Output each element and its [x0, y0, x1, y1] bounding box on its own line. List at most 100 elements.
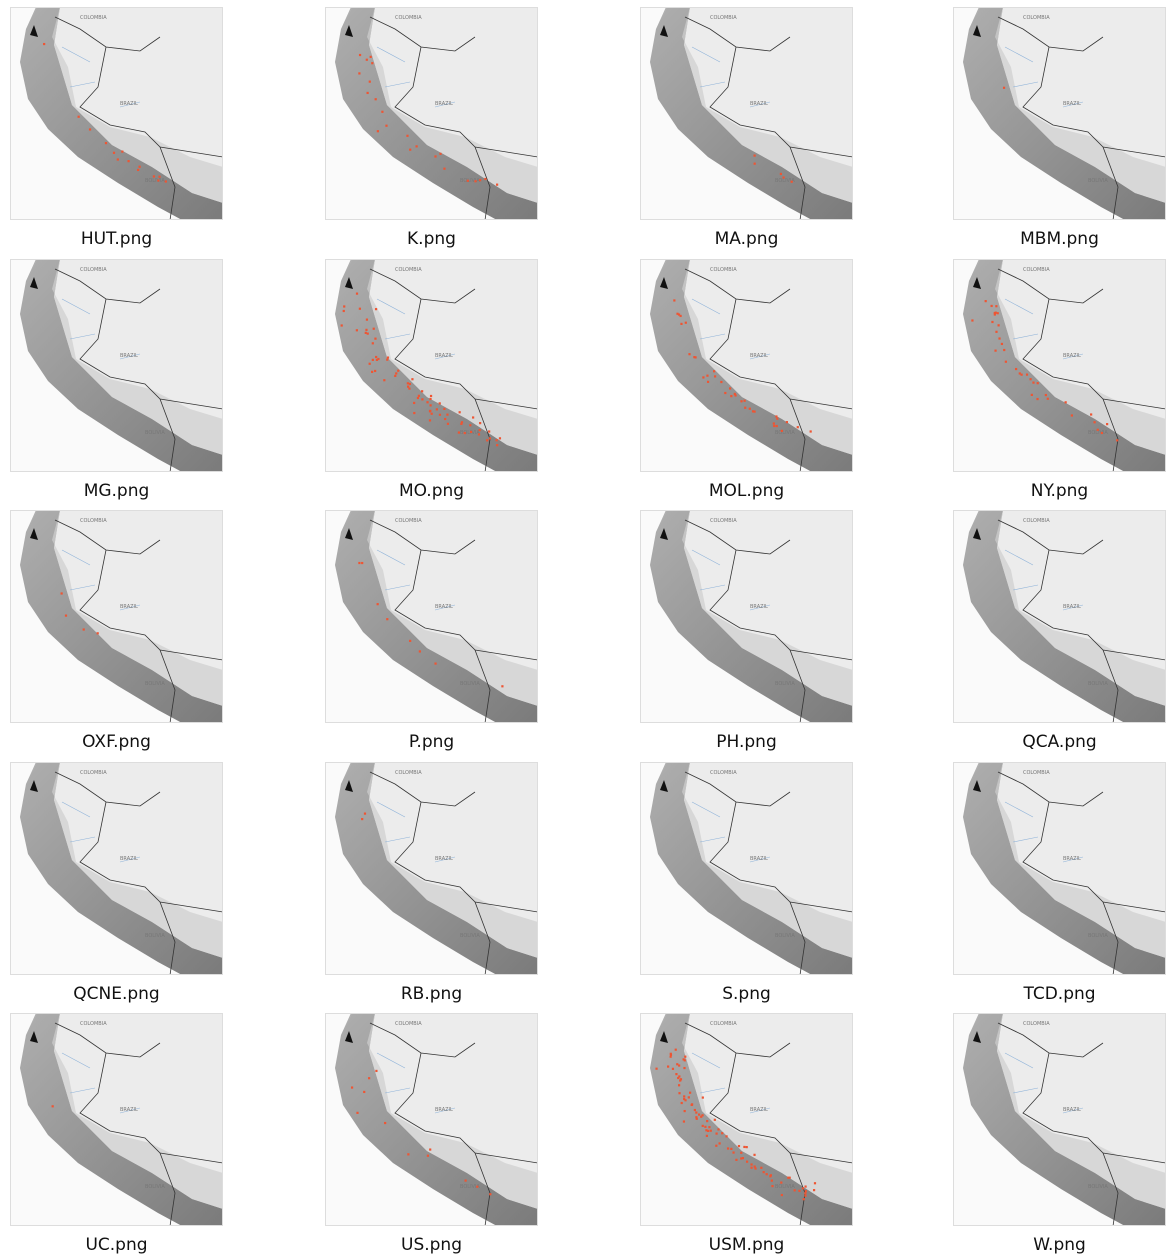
occurrence-dot [1026, 374, 1028, 376]
occurrence-dot [672, 1068, 674, 1070]
map-label: BRAZIL [1063, 353, 1081, 359]
occurrence-dot [985, 300, 987, 302]
occurrence-dot [760, 1167, 762, 1169]
map: COLOMBIABRAZILBOLIVIA [953, 762, 1166, 975]
occurrence-dot [356, 329, 358, 331]
occurrence-dot [411, 378, 413, 380]
occurrence-dot [366, 319, 368, 321]
occurrence-dot [702, 1125, 704, 1127]
occurrence-dot [65, 615, 67, 617]
occurrence-dot [375, 98, 377, 100]
occurrence-dot [434, 662, 436, 664]
occurrence-dot [409, 149, 411, 151]
occurrence-dot [667, 1065, 669, 1067]
occurrence-dot [356, 1112, 358, 1114]
occurrence-dot [476, 1186, 478, 1188]
occurrence-dot [501, 685, 503, 687]
map-background [325, 7, 538, 220]
occurrence-dot [464, 432, 466, 434]
occurrence-dot [804, 1195, 806, 1197]
occurrence-dot [472, 416, 474, 418]
occurrence-dot [729, 387, 731, 389]
map-label: COLOMBIA [710, 267, 737, 273]
occurrence-dot [381, 111, 383, 113]
occurrence-dot [746, 1146, 748, 1148]
occurrence-dot [773, 425, 775, 427]
file-name: MG.png [10, 481, 223, 501]
occurrence-dot [713, 370, 715, 372]
occurrence-dot [436, 408, 438, 410]
occurrence-dot [719, 1142, 721, 1144]
map-background [953, 1013, 1166, 1226]
file-name: MBM.png [953, 229, 1166, 249]
map-label: COLOMBIA [80, 518, 107, 524]
occurrence-dot [369, 81, 371, 83]
occurrence-dot [780, 1181, 782, 1183]
map-label: COLOMBIA [395, 770, 422, 776]
occurrence-dot [763, 1171, 765, 1173]
map-label: BOLIVIA [775, 430, 795, 436]
occurrence-dot [387, 356, 389, 358]
occurrence-dot [794, 1189, 796, 1191]
occurrence-dot [1097, 429, 1099, 431]
map-label: BOLIVIA [145, 1184, 165, 1190]
map-label: COLOMBIA [395, 518, 422, 524]
occurrence-dot [995, 305, 997, 307]
map-label: BRAZIL [120, 856, 138, 862]
occurrence-dot [735, 1159, 737, 1161]
occurrence-dot [971, 319, 973, 321]
occurrence-dot [678, 1092, 680, 1094]
occurrence-dot [681, 1102, 683, 1104]
occurrence-dot [371, 62, 373, 64]
occurrence-dot [732, 1151, 734, 1153]
occurrence-dot [771, 1180, 773, 1182]
map-label: BRAZIL [750, 353, 768, 359]
occurrence-dot [374, 370, 376, 372]
occurrence-dot [431, 413, 433, 415]
occurrence-dot [994, 313, 996, 315]
occurrence-dot [413, 402, 415, 404]
occurrence-dot [372, 342, 374, 344]
occurrence-dot [165, 180, 167, 182]
occurrence-dot [369, 363, 371, 365]
occurrence-dot [430, 395, 432, 397]
map-label: BOLIVIA [1088, 681, 1108, 687]
thumbnail[interactable]: COLOMBIA BRAZIL BOLIVIA [640, 259, 853, 472]
occurrence-dot [394, 375, 396, 377]
occurrence-dot [446, 414, 448, 416]
occurrence-dot [814, 1182, 816, 1184]
file-name: NY.png [953, 481, 1166, 501]
map-label: COLOMBIA [1023, 267, 1050, 273]
occurrence-dot [429, 404, 431, 406]
occurrence-dot [683, 1067, 685, 1069]
map-label: COLOMBIA [80, 267, 107, 273]
occurrence-dot [754, 163, 756, 165]
occurrence-dot [773, 422, 775, 424]
occurrence-dot [361, 818, 363, 820]
map-label: COLOMBIA [395, 1021, 422, 1027]
occurrence-dot [998, 324, 1000, 326]
occurrence-dot [365, 329, 367, 331]
occurrence-dot [395, 372, 397, 374]
occurrence-dot [744, 400, 746, 402]
map-label: BRAZIL [435, 101, 453, 107]
